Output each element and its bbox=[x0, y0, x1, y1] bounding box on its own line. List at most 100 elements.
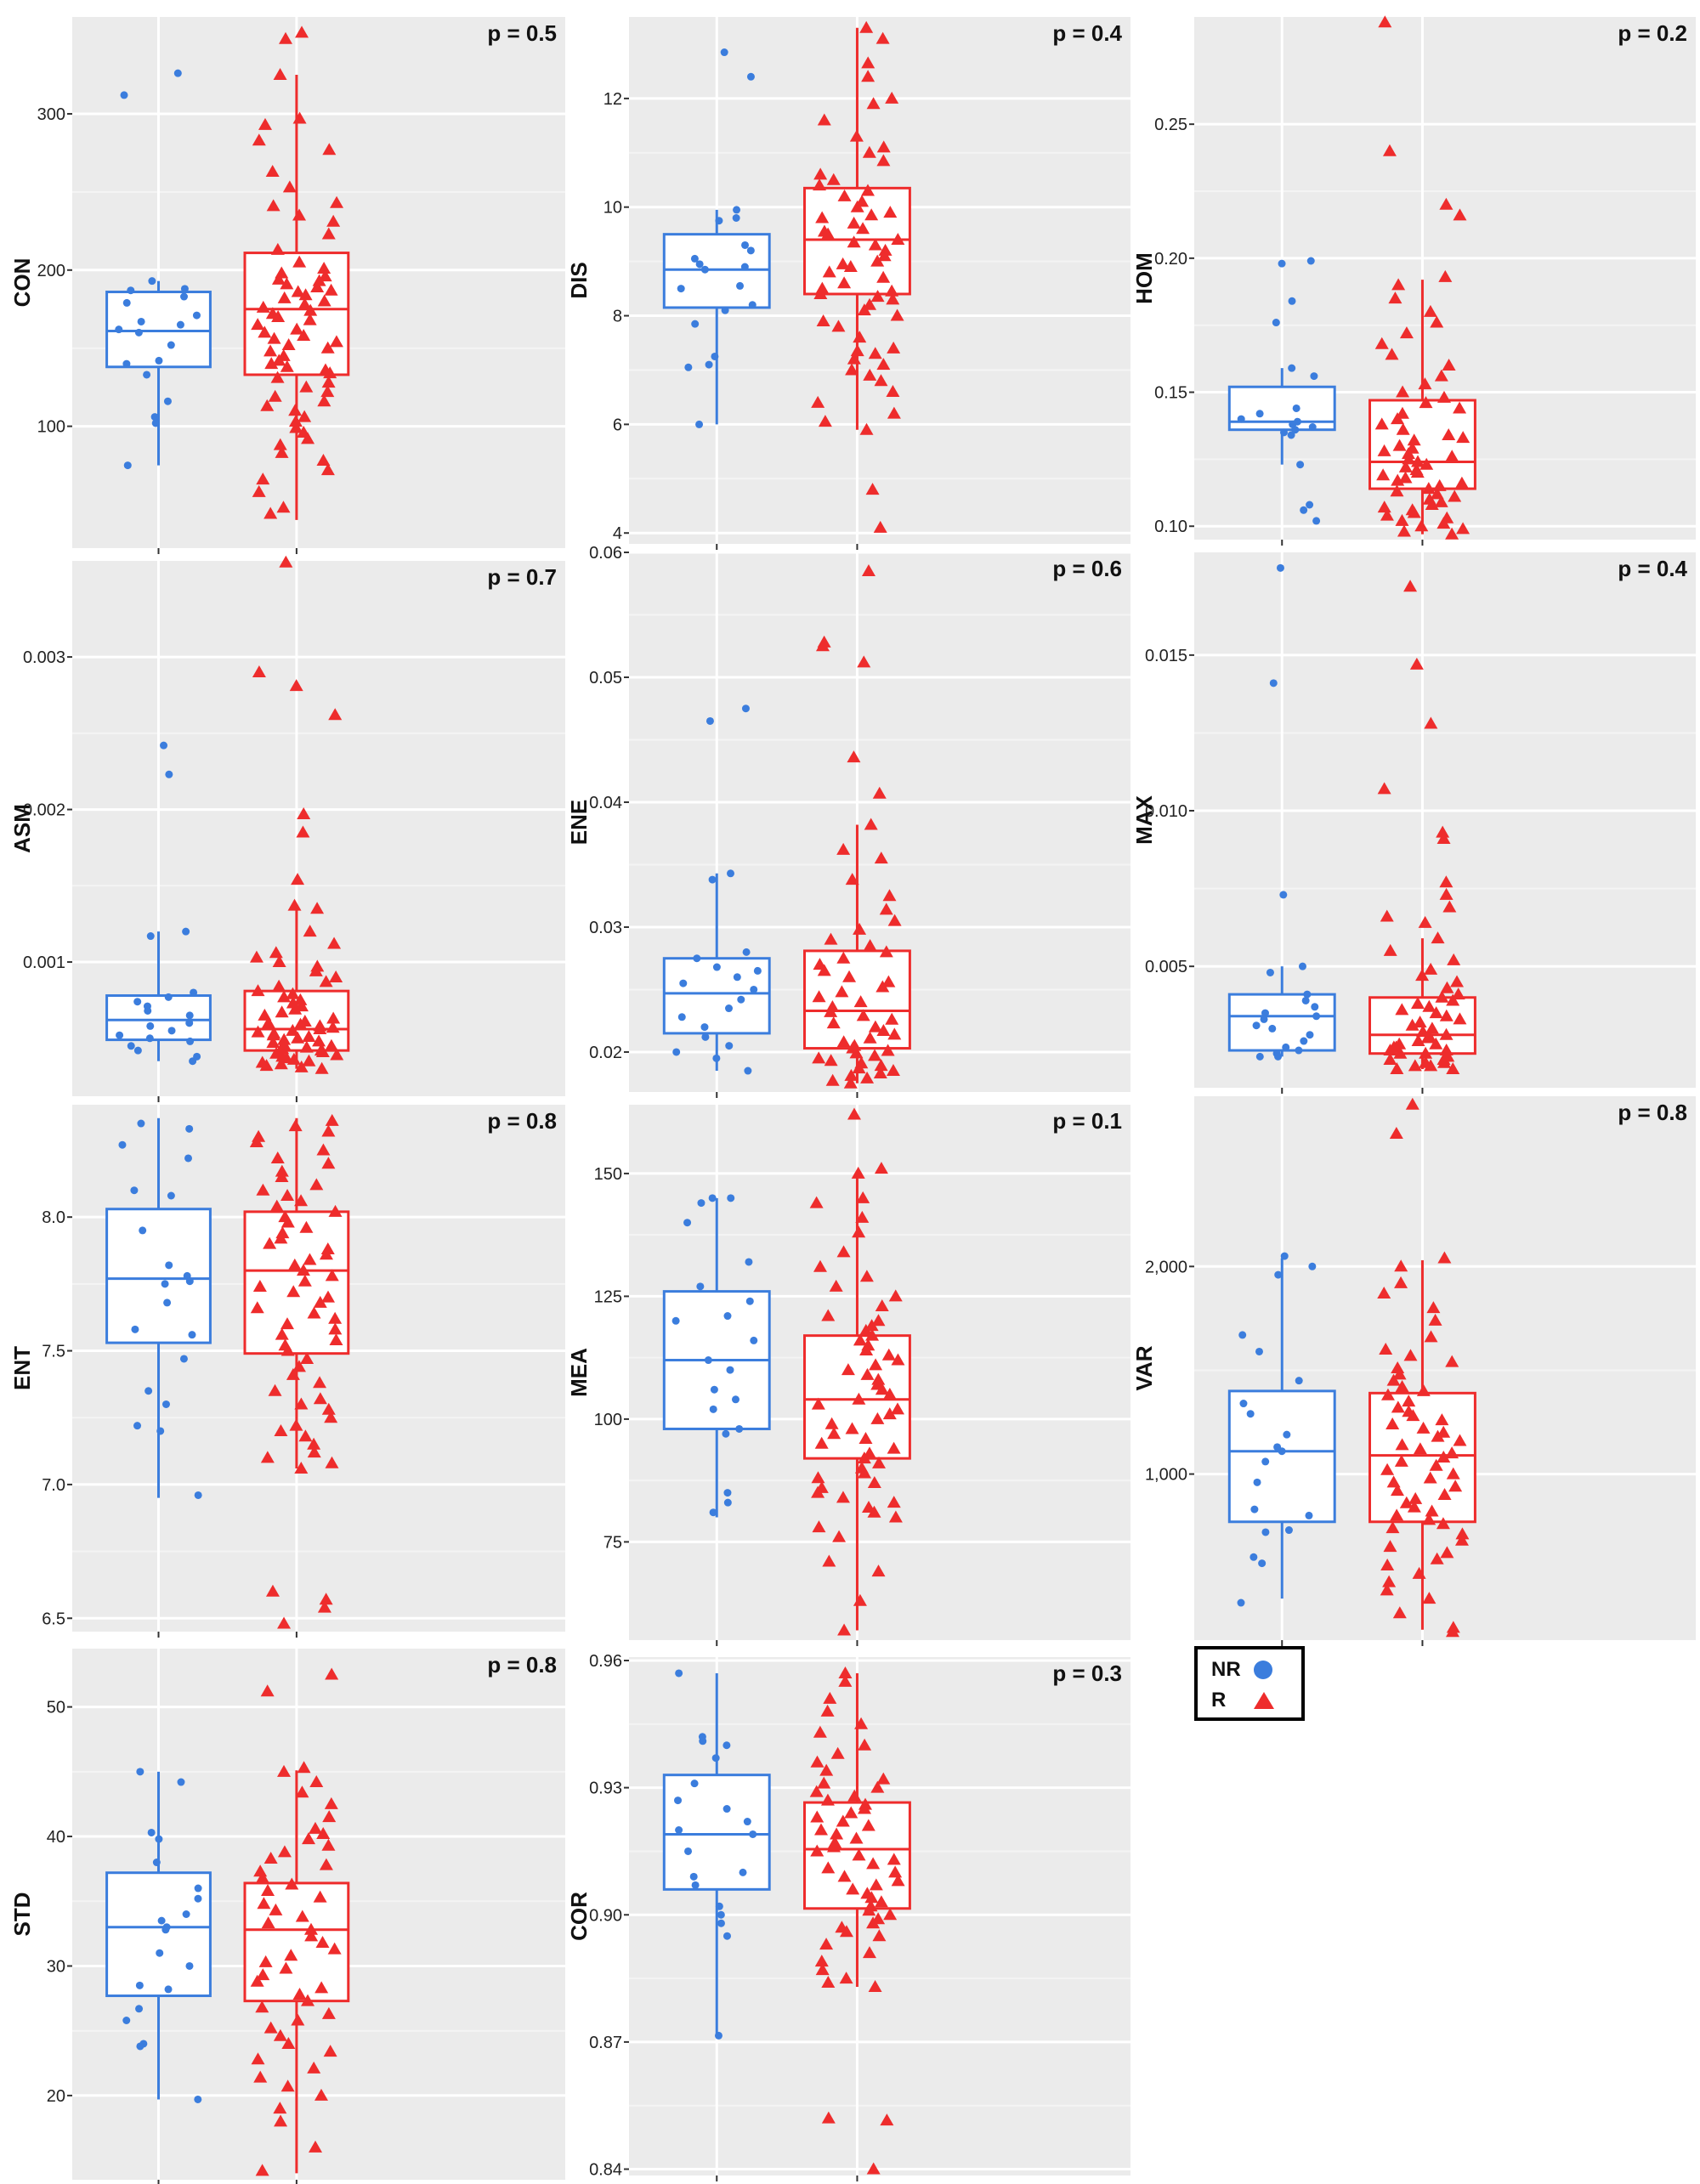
data-point-r bbox=[292, 111, 307, 124]
data-point-r bbox=[249, 1135, 264, 1148]
data-point-r bbox=[277, 990, 292, 1003]
data-point-r bbox=[328, 708, 343, 721]
data-point-r bbox=[330, 195, 344, 208]
data-point-r bbox=[1440, 981, 1454, 993]
data-point-r bbox=[314, 1061, 329, 1074]
data-point-nr bbox=[739, 1868, 747, 1876]
data-point-r bbox=[868, 1980, 882, 1993]
data-point-r bbox=[1428, 1313, 1442, 1326]
data-point-r bbox=[1408, 1059, 1422, 1072]
data-point-r bbox=[863, 368, 877, 381]
data-point-nr bbox=[679, 979, 688, 987]
data-point-nr bbox=[190, 988, 198, 997]
data-point-nr bbox=[148, 277, 156, 286]
data-point-r bbox=[1422, 1592, 1436, 1604]
data-point-r bbox=[1377, 444, 1391, 456]
data-point-r bbox=[274, 1231, 288, 1244]
data-point-r bbox=[868, 347, 882, 359]
data-point-r bbox=[844, 1068, 858, 1081]
data-point-nr bbox=[133, 1422, 142, 1430]
data-point-r bbox=[295, 1910, 309, 1922]
data-point-r bbox=[329, 335, 343, 348]
data-point-nr bbox=[1274, 1270, 1283, 1279]
data-point-nr bbox=[164, 1985, 173, 1994]
data-point-nr bbox=[123, 461, 132, 470]
data-point-r bbox=[887, 1441, 901, 1454]
y-tick-label: 0.10 bbox=[1154, 518, 1187, 536]
data-point-r bbox=[887, 914, 902, 926]
data-point-r bbox=[1423, 1471, 1437, 1484]
data-point-nr bbox=[1278, 259, 1286, 268]
data-point-nr bbox=[693, 954, 701, 963]
data-point-r bbox=[312, 1034, 326, 1047]
data-point-r bbox=[817, 1776, 831, 1789]
y-axis-label: ENT bbox=[9, 1346, 35, 1390]
box bbox=[243, 252, 350, 376]
data-point-nr bbox=[194, 2095, 202, 2103]
panel-cor: 0.84 0.87 0.90 0.93 0.96 COR p = 0.3 bbox=[566, 1652, 1130, 2181]
data-point-nr bbox=[731, 1395, 740, 1404]
data-point-r bbox=[862, 1904, 876, 1916]
data-point-r bbox=[885, 1012, 899, 1025]
data-point-r bbox=[1442, 900, 1457, 913]
data-point-r bbox=[292, 1360, 306, 1372]
data-point-r bbox=[302, 1030, 316, 1042]
data-point-r bbox=[300, 1351, 314, 1364]
data-point-r bbox=[1396, 422, 1410, 435]
data-point-r bbox=[1419, 1046, 1433, 1059]
data-point-nr bbox=[180, 292, 189, 301]
data-point-nr bbox=[185, 1019, 194, 1027]
data-point-r bbox=[853, 922, 867, 935]
data-point-r bbox=[1397, 524, 1411, 537]
data-point-r bbox=[1425, 1504, 1439, 1517]
data-point-nr bbox=[1311, 1003, 1319, 1011]
data-point-r bbox=[847, 1107, 861, 1120]
data-point-r bbox=[324, 1411, 338, 1423]
data-point-r bbox=[830, 1746, 845, 1759]
data-point-r bbox=[266, 1036, 280, 1049]
data-point-r bbox=[251, 984, 265, 997]
p-value-label: p = 0.5 bbox=[487, 20, 557, 46]
data-point-nr bbox=[1239, 1400, 1248, 1408]
data-point-r bbox=[282, 180, 297, 193]
data-point-r bbox=[290, 322, 304, 335]
data-point-nr bbox=[714, 2031, 722, 2040]
y-tick-label: 0.001 bbox=[23, 953, 65, 972]
data-point-nr bbox=[1288, 364, 1296, 372]
legend: NR R bbox=[1194, 1646, 1305, 1721]
box bbox=[105, 291, 212, 369]
data-point-r bbox=[260, 1684, 275, 1697]
data-point-r bbox=[868, 1020, 882, 1033]
y-axis-label: MAX bbox=[1131, 795, 1157, 844]
data-point-r bbox=[1383, 1540, 1397, 1553]
data-point-nr bbox=[743, 1818, 751, 1826]
data-point-r bbox=[1391, 412, 1405, 425]
data-point-nr bbox=[732, 213, 740, 222]
y-tick-label: 300 bbox=[37, 105, 65, 124]
data-point-r bbox=[292, 208, 307, 221]
y-axis-label: MEA bbox=[566, 1348, 592, 1397]
data-point-r bbox=[815, 1963, 830, 1976]
data-point-r bbox=[887, 1853, 901, 1865]
data-point-r bbox=[811, 1485, 825, 1498]
data-point-r bbox=[859, 422, 874, 435]
data-point-r bbox=[258, 325, 272, 338]
group-nr bbox=[105, 741, 212, 1066]
data-point-nr bbox=[157, 1916, 166, 1925]
data-point-nr bbox=[1310, 372, 1318, 381]
data-point-nr bbox=[1238, 1331, 1247, 1339]
data-point-nr bbox=[691, 1881, 700, 1889]
legend-marker-nr bbox=[1254, 1661, 1272, 1679]
data-point-nr bbox=[185, 1124, 194, 1133]
data-point-r bbox=[810, 1810, 824, 1823]
data-point-r bbox=[286, 1023, 300, 1036]
data-point-nr bbox=[672, 1048, 681, 1056]
legend-label-nr: NR bbox=[1211, 1658, 1241, 1681]
data-point-r bbox=[322, 143, 337, 156]
y-tick-label: 0.15 bbox=[1154, 384, 1187, 403]
y-tick-label: 0.06 bbox=[589, 544, 622, 563]
data-point-r bbox=[269, 1199, 284, 1212]
data-point-r bbox=[1430, 1552, 1444, 1564]
group-nr bbox=[662, 48, 771, 428]
data-point-r bbox=[812, 990, 826, 1003]
